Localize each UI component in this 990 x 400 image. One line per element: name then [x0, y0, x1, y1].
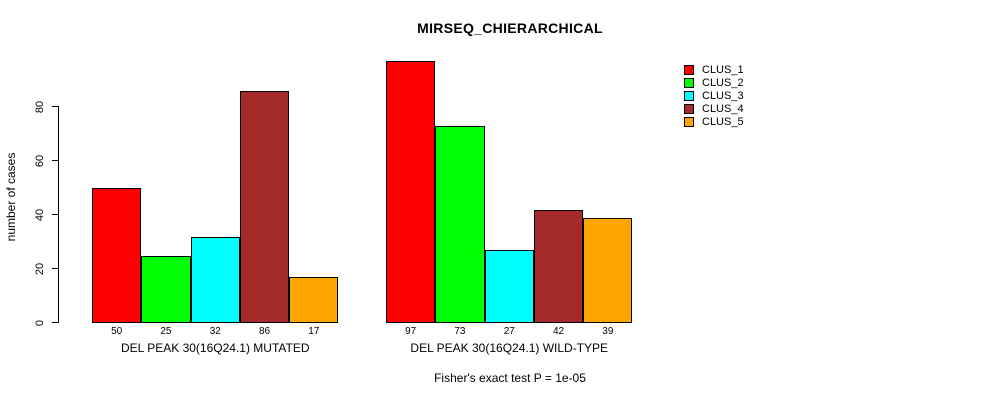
bar-clus_5: [289, 277, 339, 323]
bar-value-label: 42: [552, 326, 565, 337]
bar-value-label: 39: [602, 326, 614, 337]
bar-value-label: 17: [308, 326, 320, 337]
y-tick-label: 20: [34, 262, 46, 275]
bar-value-label: 27: [503, 326, 515, 337]
group-label: DEL PEAK 30(16Q24.1) WILD-TYPE: [410, 341, 609, 355]
bar-clus_3: [484, 250, 534, 323]
y-axis-title: number of cases: [4, 152, 18, 242]
legend-label: CLUS_1: [702, 63, 744, 76]
legend-row: CLUS_1: [684, 63, 744, 76]
bar-value-label: 32: [209, 326, 221, 337]
legend-swatch-clus_3: [684, 90, 694, 101]
y-axis-line: [58, 106, 59, 323]
legend-swatch-clus_4: [684, 103, 694, 114]
bar-clus_1: [92, 188, 142, 323]
legend-row: CLUS_4: [684, 102, 744, 115]
legend-label: CLUS_5: [702, 115, 744, 128]
y-tick-mark: [52, 322, 58, 323]
legend-swatch-clus_1: [684, 64, 694, 75]
bar-clus_4: [239, 90, 290, 323]
y-tick-label: 0: [34, 319, 46, 326]
legend: CLUS_1 CLUS_2 CLUS_3 CLUS_4 CLUS_5: [684, 63, 744, 128]
y-tick-mark: [52, 214, 58, 215]
bar-value-label: 50: [111, 326, 123, 337]
bar-clus_4: [533, 209, 584, 323]
y-tick-mark: [52, 160, 58, 161]
bar-value-label: 86: [258, 326, 271, 337]
legend-row: CLUS_5: [684, 115, 744, 128]
pvalue-annotation: Fisher's exact test P = 1e-05: [434, 371, 586, 385]
y-tick-label: 80: [34, 100, 46, 113]
legend-row: CLUS_3: [684, 89, 744, 102]
legend-label: CLUS_4: [702, 102, 744, 115]
bar-clus_3: [190, 236, 240, 323]
bar-clus_2: [141, 255, 191, 323]
legend-label: CLUS_2: [702, 76, 744, 89]
bar-clus_2: [435, 125, 485, 323]
bar-clus_5: [583, 217, 633, 323]
chart-title: MIRSEQ_CHIERARCHICAL: [417, 20, 603, 36]
legend-swatch-clus_2: [684, 77, 694, 88]
legend-row: CLUS_2: [684, 76, 744, 89]
bar-clus_1: [386, 61, 436, 323]
bar-value-label: 97: [405, 326, 417, 337]
y-tick-mark: [52, 268, 58, 269]
bar-value-label: 73: [454, 326, 466, 337]
legend-swatch-clus_5: [684, 116, 694, 127]
y-tick-mark: [52, 106, 58, 107]
bar-value-label: 25: [160, 326, 172, 337]
y-tick-label: 60: [34, 154, 46, 167]
y-tick-label: 40: [34, 208, 46, 221]
group-label: DEL PEAK 30(16Q24.1) MUTATED: [120, 341, 310, 355]
legend-label: CLUS_3: [702, 89, 744, 102]
